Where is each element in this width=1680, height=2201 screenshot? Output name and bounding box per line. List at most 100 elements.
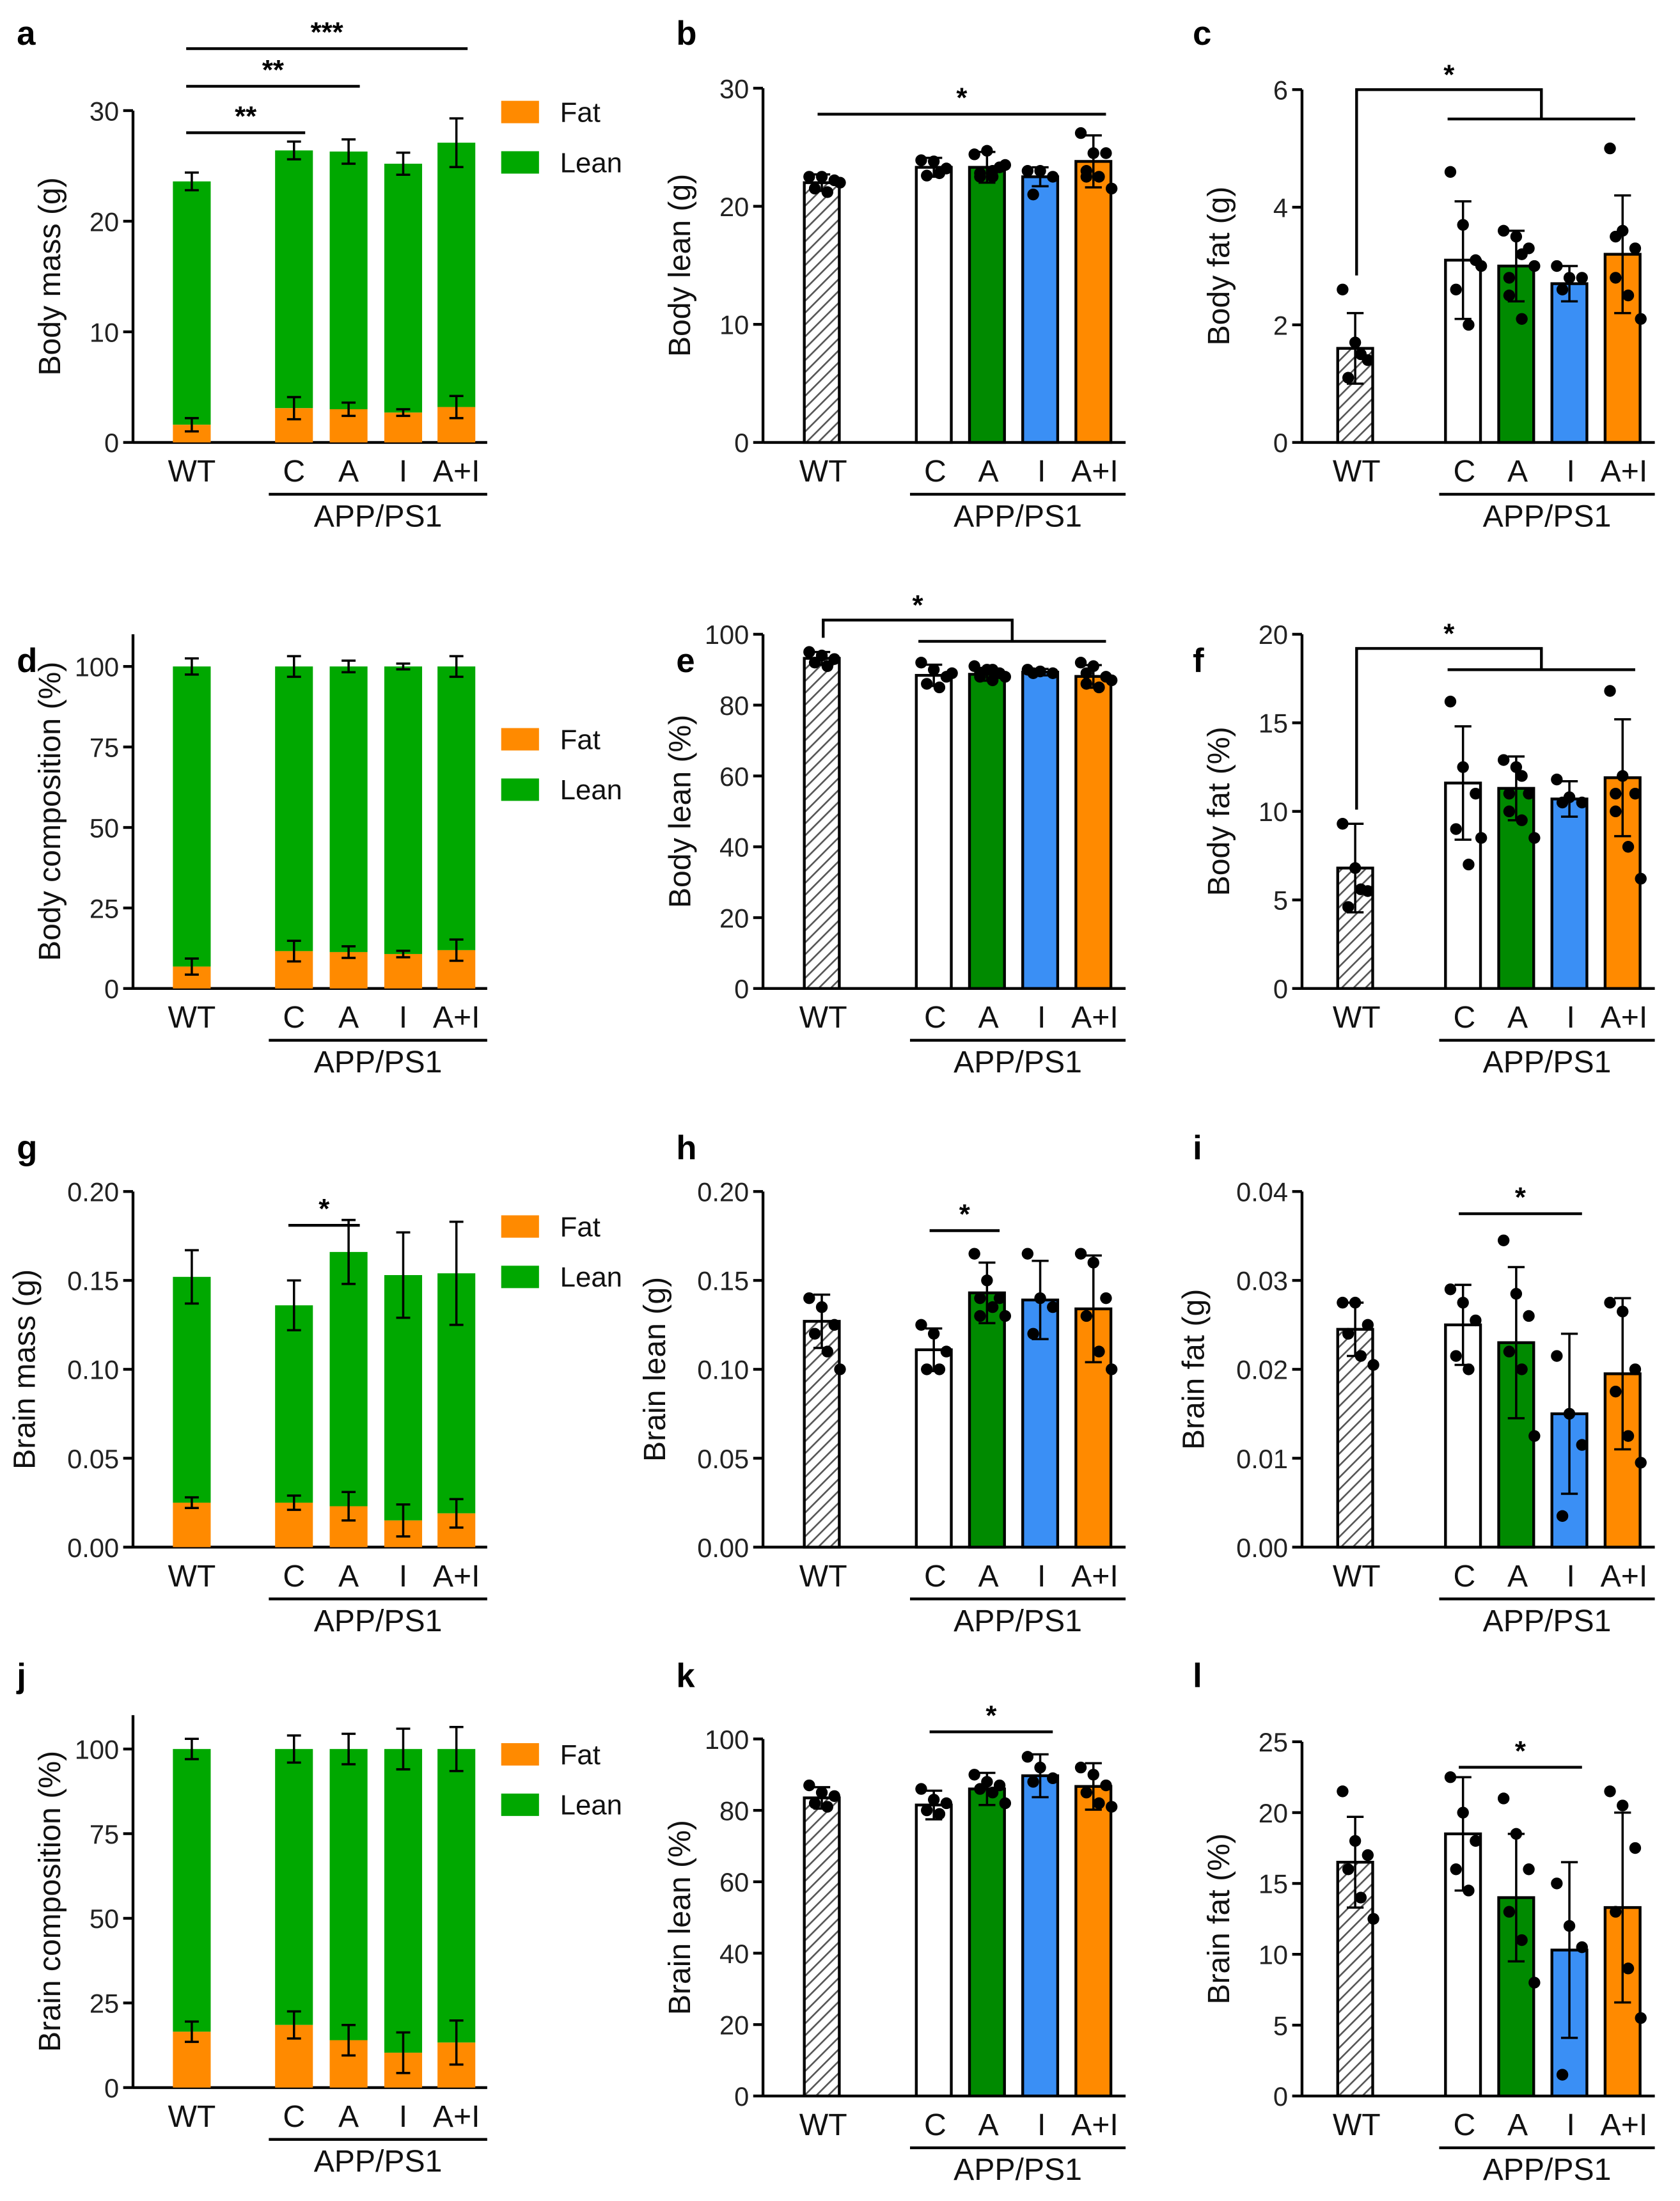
y-axis-label: Brain mass (g) — [8, 1269, 42, 1469]
bar-I — [1021, 175, 1060, 444]
y-tick-label: 20 — [719, 192, 749, 222]
y-tick-label: 0.05 — [67, 1444, 119, 1474]
bar-lean-WT — [173, 1749, 211, 2032]
panel-letter: g — [17, 1129, 37, 1167]
data-point-A — [1497, 1792, 1510, 1805]
data-point-A — [999, 1797, 1012, 1810]
data-point-A+I — [1080, 1786, 1092, 1799]
x-tick-label: WT — [799, 1000, 847, 1035]
y-tick-label: 80 — [719, 1796, 749, 1826]
bar-A — [968, 166, 1006, 444]
data-point-A — [993, 1292, 1006, 1304]
data-point-A+I — [1604, 142, 1616, 155]
data-point-I — [1551, 773, 1563, 786]
y-tick-label: 100 — [75, 652, 119, 682]
panel-letter: h — [676, 1129, 696, 1167]
x-tick-label: A — [978, 454, 999, 489]
bar-lean-A+I — [437, 666, 476, 950]
x-tick-label: WT — [1333, 2108, 1381, 2142]
bar-lean-I — [384, 164, 423, 413]
x-tick-label: A — [338, 2099, 359, 2134]
data-point-WT — [1342, 372, 1354, 384]
data-point-A — [1516, 313, 1528, 325]
significance-marker: * — [1443, 59, 1454, 90]
legend-label-lean: Lean — [560, 774, 622, 806]
panel-letter: e — [676, 642, 695, 680]
group-label: APP/PS1 — [1483, 499, 1612, 533]
panel-letter: i — [1193, 1129, 1202, 1167]
panel-j: j 0 25 50 75 100 Brain composition (%) WT C A I A+I… — [16, 1657, 622, 2179]
data-point-A — [1510, 1828, 1523, 1840]
data-point-WT — [815, 1786, 828, 1799]
y-tick-label: 0.10 — [67, 1355, 119, 1385]
data-point-A+I — [1604, 685, 1616, 697]
data-point-WT — [821, 1345, 833, 1358]
data-point-A+I — [1617, 1305, 1629, 1318]
data-point-A — [986, 664, 999, 676]
panel-d: d 0 25 50 75 100 Body composition (%) WT C A I A+I A… — [17, 634, 622, 1079]
y-tick-label: 0.10 — [697, 1355, 749, 1385]
data-point-C — [915, 1783, 927, 1795]
data-point-C — [1444, 695, 1457, 708]
data-point-I — [1027, 667, 1039, 680]
data-point-A+I — [1610, 787, 1622, 800]
data-point-A+I — [1622, 841, 1635, 853]
data-point-WT — [1349, 336, 1362, 349]
x-tick-label: A+I — [1601, 2108, 1648, 2142]
bar-lean-C — [275, 150, 313, 409]
data-point-A+I — [1635, 1457, 1647, 1469]
bar-I — [1021, 1298, 1060, 1549]
x-tick-label: A+I — [1601, 454, 1648, 489]
data-point-I — [1027, 1328, 1039, 1340]
data-point-I — [1563, 1920, 1576, 1932]
data-point-A — [974, 1292, 986, 1304]
data-point-C — [1475, 260, 1488, 272]
data-point-A — [968, 1248, 980, 1260]
data-point-I — [1563, 272, 1576, 284]
data-point-A — [1497, 1234, 1510, 1246]
data-point-C — [921, 1363, 933, 1375]
y-tick-label: 0.04 — [1236, 1177, 1288, 1207]
data-point-A — [1516, 814, 1528, 826]
bar-A+I — [1074, 675, 1113, 991]
data-point-A+I — [1610, 272, 1622, 284]
y-tick-label: 50 — [90, 813, 119, 843]
y-axis-label: Brain lean (%) — [663, 1820, 697, 2015]
data-point-C — [940, 1797, 953, 1810]
y-tick-label: 0 — [734, 428, 749, 458]
data-point-C — [915, 154, 927, 166]
x-tick-label: I — [1567, 454, 1575, 489]
data-point-A — [1497, 754, 1510, 766]
bar-lean-I — [384, 1749, 423, 2053]
x-tick-label: WT — [168, 1559, 216, 1594]
data-point-C — [915, 656, 927, 669]
data-point-C — [927, 1794, 940, 1806]
data-point-A — [968, 1769, 980, 1781]
panel-h: h 0.00 0.05 0.10 0.15 0.20 Brain lean (g) WT C A I… — [638, 1129, 1126, 1638]
data-point-WT — [828, 1790, 840, 1802]
data-point-C — [1463, 1363, 1475, 1375]
x-tick-label: I — [1037, 2108, 1046, 2142]
data-point-C — [933, 1808, 946, 1820]
data-point-A — [1503, 787, 1516, 800]
data-point-C — [1457, 1296, 1469, 1309]
data-point-A — [986, 1301, 999, 1313]
significance-bracket — [1355, 88, 1543, 276]
x-tick-label: A — [1507, 2108, 1528, 2142]
data-point-C — [933, 1363, 946, 1375]
panel-letter: c — [1193, 15, 1211, 52]
x-tick-label: A+I — [1071, 1000, 1119, 1035]
bar-I — [1550, 282, 1589, 444]
data-point-C — [927, 664, 940, 676]
data-point-I — [1021, 165, 1034, 177]
group-label: APP/PS1 — [314, 1604, 443, 1638]
x-tick-label: A — [338, 1000, 359, 1035]
data-point-I — [1047, 1772, 1059, 1785]
data-point-WT — [808, 182, 821, 195]
y-axis-label: Brain composition (%) — [33, 1751, 67, 2052]
x-tick-label: A+I — [1601, 1559, 1648, 1594]
group-label: APP/PS1 — [314, 1045, 443, 1079]
group-label: APP/PS1 — [954, 1045, 1082, 1079]
y-axis-label: Body lean (%) — [663, 715, 697, 908]
